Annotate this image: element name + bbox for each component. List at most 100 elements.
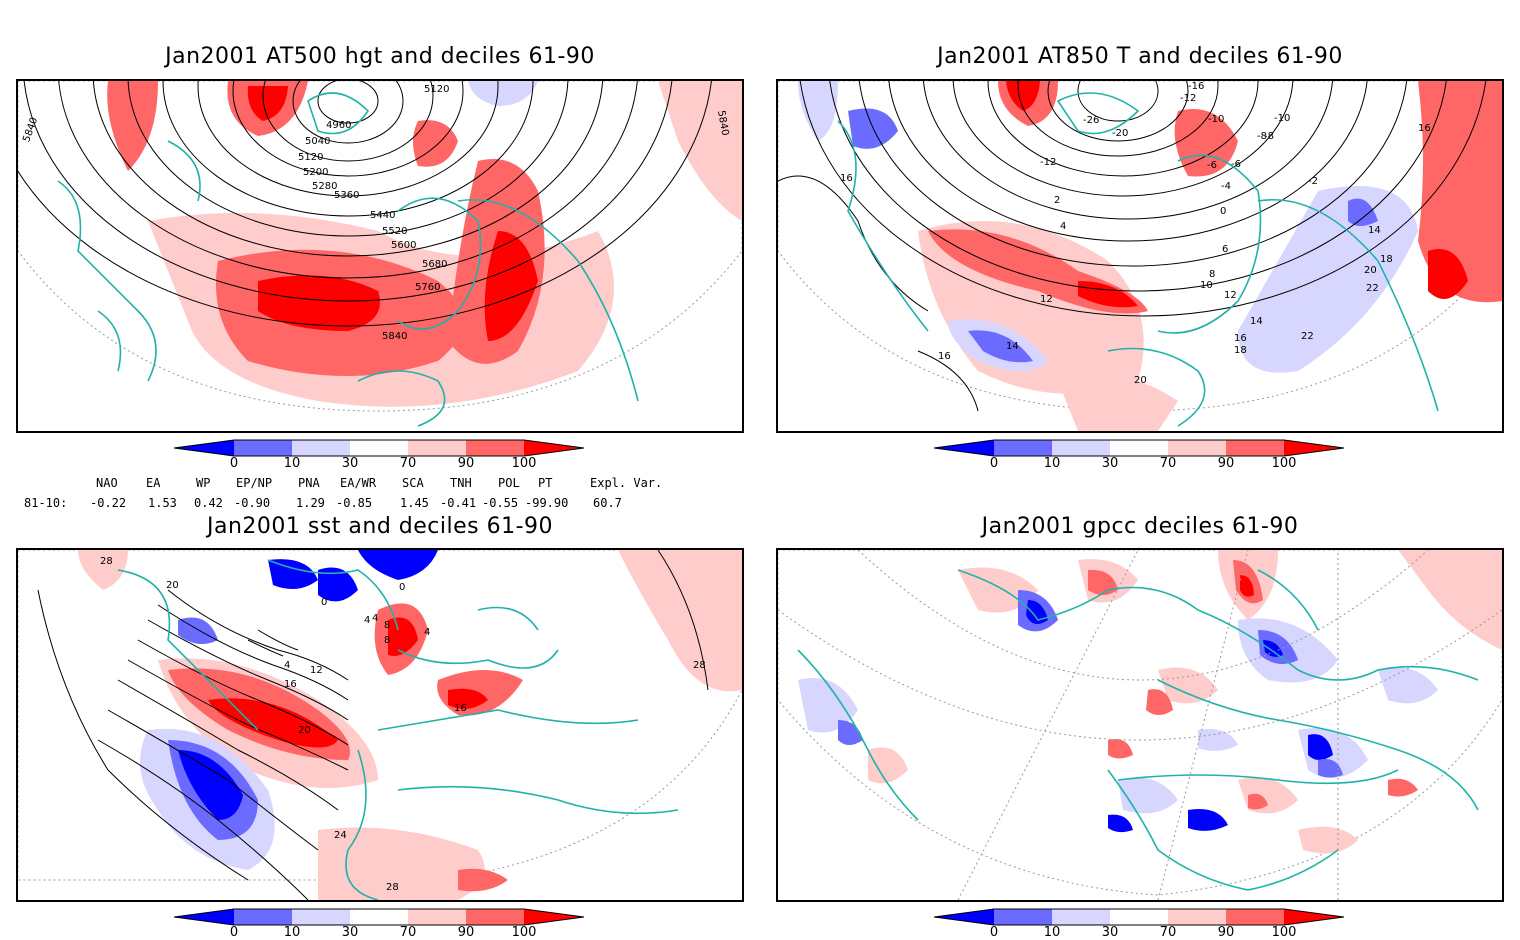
contour-label: 10 [1200, 280, 1213, 291]
contour-label: 5840 [382, 331, 407, 342]
map-gpcc [778, 550, 1502, 900]
colorbar-top-left: 0 10 30 70 90 100 [173, 439, 586, 471]
anomaly-mod-neg [968, 330, 1033, 363]
index-header: POL [498, 476, 520, 490]
anomaly-strong-neg [318, 567, 358, 602]
anomaly-weak-neg [798, 81, 838, 141]
index-value: -0.22 [90, 496, 127, 510]
anomaly-strong-pos [388, 617, 418, 656]
colorbar-tick: 30 [341, 456, 359, 471]
contour-label: 20 [1364, 265, 1377, 276]
precip-anomalies [798, 550, 1502, 854]
colorbar-segment [524, 440, 584, 456]
colorbar-tick: 10 [1043, 925, 1061, 940]
temperature-contours [778, 81, 1487, 412]
index-header: EA/WR [340, 476, 377, 490]
anomaly-weak-pos [78, 550, 128, 590]
index-header: PT [538, 476, 553, 490]
contour-label: 5120 [298, 152, 323, 163]
colorbar-tick: 70 [399, 456, 417, 471]
contour-label: 12 [1224, 290, 1237, 301]
contour-label: 14 [1368, 225, 1381, 236]
anomaly-weak-pos [1058, 374, 1178, 431]
colorbar-bottom-left: 0 10 30 70 90 100 [173, 908, 586, 940]
contour-label: 2 [1054, 195, 1060, 206]
anomaly-mod-pos [458, 868, 508, 892]
colorbar-segment [174, 440, 234, 456]
anomaly-strong-pos [1428, 249, 1468, 299]
contour-label: 5360 [334, 190, 359, 201]
colorbar-bottom-right: 0 10 30 70 90 100 [933, 908, 1346, 940]
colorbar-tick: 90 [457, 925, 475, 940]
panel-title-gpcc: Jan2001 gpcc deciles 61-90 [981, 514, 1299, 539]
contour-label: 5840 [715, 110, 730, 137]
colorbar-tick: 0 [989, 456, 999, 471]
contour-label: 4 [424, 627, 430, 638]
contour-label: 0 [1220, 206, 1226, 217]
colorbar-segment [466, 440, 524, 456]
contour-label: 4 [364, 615, 370, 626]
anomaly-mod-pos [1418, 81, 1502, 303]
contour-label: -20 [1112, 128, 1128, 139]
index-header: Expl. Var. [590, 476, 663, 490]
anomaly-strong-pos [208, 698, 338, 748]
colorbar-tick: 0 [229, 456, 239, 471]
anomaly-weak-neg [1238, 186, 1418, 373]
contour-label: 20 [298, 725, 311, 736]
contour-label: 5600 [391, 240, 416, 251]
index-value: -99.90 [525, 496, 569, 510]
contour-label: 5120 [424, 84, 449, 95]
contour-label: 16 [284, 679, 297, 690]
index-value: 1.29 [296, 496, 325, 510]
anomaly-strong-pos [247, 86, 288, 121]
contour-label: -6 [1207, 160, 1217, 171]
index-header: WP [196, 476, 211, 490]
anomaly-strong-neg [178, 750, 243, 820]
contour-label: 5440 [370, 210, 395, 221]
contour-label: -12 [1040, 157, 1056, 168]
contour-label: 5280 [312, 181, 337, 192]
anomaly-strong-pos [448, 688, 488, 709]
index-header: SCA [402, 476, 424, 490]
colorbar-tick: 100 [1271, 925, 1297, 940]
contour-label: -12 [1180, 93, 1196, 104]
coastlines [117, 559, 679, 900]
colorbar-tick: 0 [989, 925, 999, 940]
height-contours [18, 81, 712, 327]
map-sst: 28 20 0 4 8 12 16 20 24 28 28 0 4 8 16 4… [18, 550, 742, 900]
contour-label: 5760 [415, 282, 440, 293]
contour-label: 5520 [382, 226, 407, 237]
index-value: 1.45 [400, 496, 429, 510]
index-row-label: 81-10: [24, 496, 68, 510]
anomaly-weak-neg [468, 81, 538, 106]
colorbar-tick: 70 [399, 925, 417, 940]
anomaly-strong-pos [484, 231, 538, 341]
colorbar-tick: 70 [1159, 456, 1177, 471]
contour-label: 12 [310, 665, 323, 676]
index-value: -0.55 [482, 496, 519, 510]
colorbar-segment [350, 440, 408, 456]
map-t850: -26 -20 -12 -10 -8 -6 -4 -2 0 2 4 6 8 10… [778, 81, 1502, 431]
colorbar-tick: 10 [1043, 456, 1061, 471]
panel-title-t850: Jan2001 AT850 T and deciles 61-90 [937, 44, 1343, 69]
contour-label: 0 [399, 582, 405, 593]
contour-label: 22 [1301, 331, 1314, 342]
index-value: -0.90 [234, 496, 271, 510]
colorbar-tick: 100 [511, 925, 537, 940]
colorbar-tick: 90 [457, 456, 475, 471]
colorbar-segment [292, 440, 350, 456]
map-panel-sst: 28 20 0 4 8 12 16 20 24 28 28 0 4 8 16 4… [16, 548, 744, 902]
contour-label: 0 [321, 597, 327, 608]
anomaly-weak-pos [318, 827, 485, 900]
contour-label: 22 [1366, 283, 1379, 294]
contour-label: 8 [384, 635, 390, 646]
coastlines [837, 92, 1439, 427]
contour-label: 4960 [326, 120, 351, 131]
anomaly-weak-pos [658, 81, 742, 221]
contour-label: 16 [1234, 333, 1247, 344]
contour-label: 24 [334, 830, 347, 841]
colorbar-tick: 10 [283, 925, 301, 940]
contour-label: 14 [1006, 341, 1019, 352]
contour-label: 5200 [303, 167, 328, 178]
contour-label: -10 [1274, 113, 1290, 124]
